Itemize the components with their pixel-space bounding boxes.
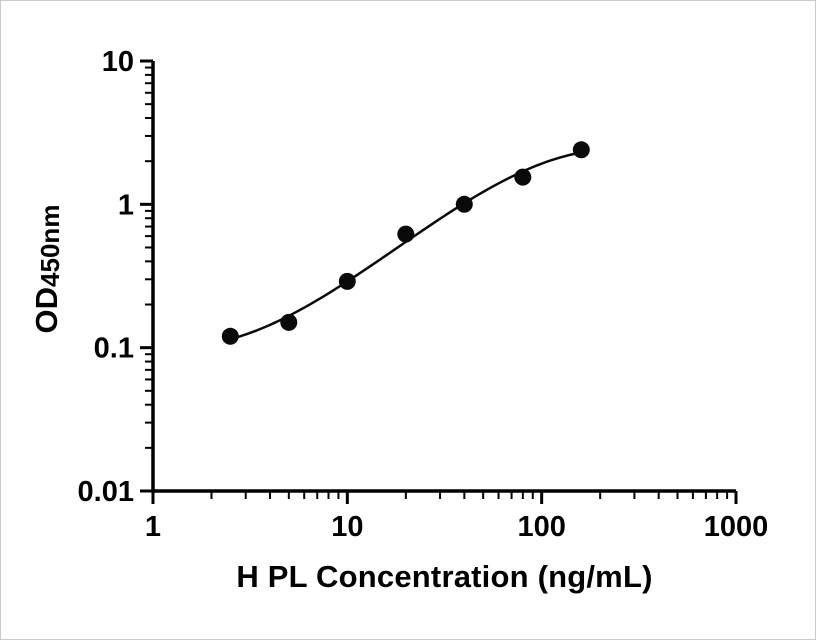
y-axis: 0.01 0.1 1 10 <box>78 46 155 508</box>
y-tick-label: 1 <box>118 189 134 221</box>
y-tick-label: 0.01 <box>78 476 134 508</box>
data-point <box>455 195 473 213</box>
x-tick-label: 1000 <box>704 511 769 543</box>
data-point <box>338 272 356 290</box>
data-point <box>221 327 239 345</box>
data-point <box>280 313 298 331</box>
x-tick-label: 1 <box>145 511 161 543</box>
y-axis-title: OD450nm <box>29 205 65 334</box>
data-point <box>572 141 590 159</box>
data-points <box>221 141 590 345</box>
data-point <box>397 225 415 243</box>
y-axis-title-main: OD <box>29 286 64 334</box>
y-tick-label: 0.1 <box>94 333 134 365</box>
x-axis-title: H PL Concentration (ng/mL) <box>236 559 653 594</box>
x-axis: 1 10 100 1000 <box>145 489 769 543</box>
y-axis-title-sub: 450nm <box>35 204 65 287</box>
y-tick-label: 10 <box>102 46 134 78</box>
x-tick-label: 100 <box>517 511 565 543</box>
data-point <box>514 168 532 186</box>
x-tick-label: 10 <box>331 511 363 543</box>
